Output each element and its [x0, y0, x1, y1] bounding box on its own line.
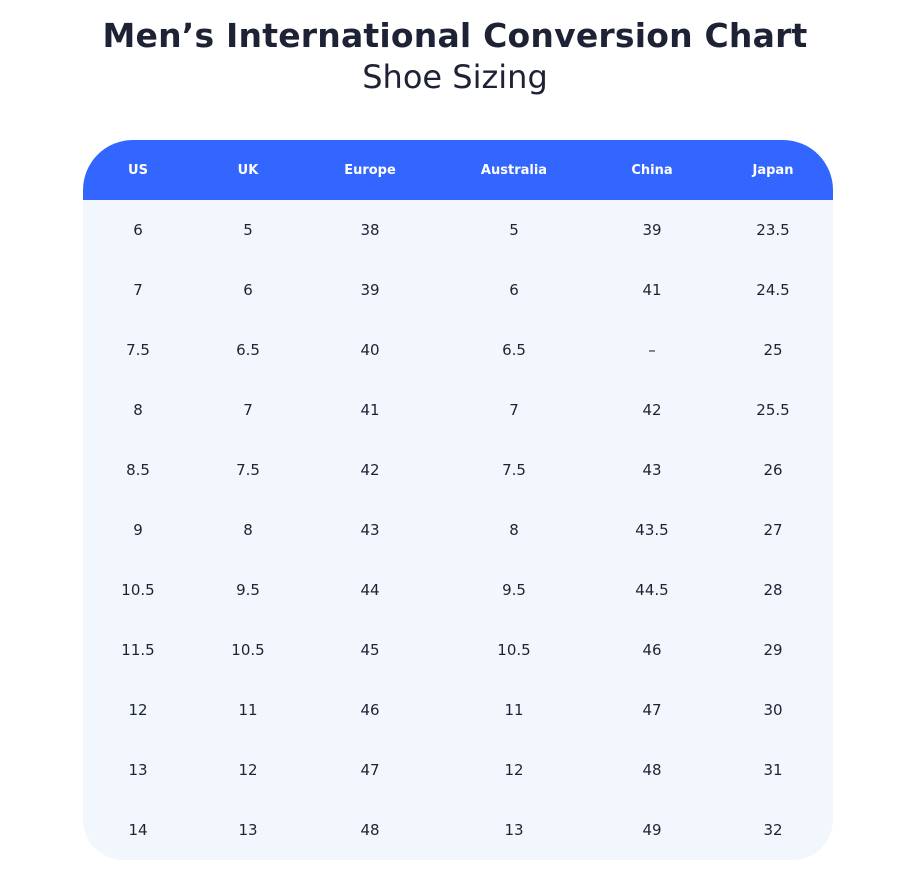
table-cell: 6 — [133, 221, 143, 239]
table-cell: 6.5 — [236, 341, 260, 359]
table-cell: 7.5 — [126, 341, 150, 359]
table-cell: 11 — [238, 701, 258, 719]
table-row: 6 5 38 5 39 23.5 — [83, 200, 833, 260]
table-cell: 47 — [360, 761, 380, 779]
table-header-row: US UK Europe Australia China Japan — [83, 140, 833, 200]
table-cell: 13 — [128, 761, 148, 779]
table-cell: 8 — [509, 521, 519, 539]
table-row: 12 11 46 11 47 30 — [83, 680, 833, 740]
table-cell: 30 — [763, 701, 783, 719]
table-cell: 13 — [504, 821, 524, 839]
table-cell: 8.5 — [126, 461, 150, 479]
column-header-europe: Europe — [344, 162, 396, 178]
table-cell: 11 — [504, 701, 524, 719]
table-cell: 47 — [642, 701, 662, 719]
page-subtitle: Shoe Sizing — [362, 58, 548, 96]
table-cell: 5 — [509, 221, 519, 239]
table-cell: 5 — [243, 221, 253, 239]
table-cell: 12 — [238, 761, 258, 779]
column-header-australia: Australia — [480, 162, 548, 178]
table-cell: 10.5 — [231, 641, 265, 659]
table-row: 7.5 6.5 40 6.5 – 25 — [83, 320, 833, 380]
table-cell: 44 — [360, 581, 380, 599]
table-cell: 10.5 — [497, 641, 531, 659]
table-cell: 12 — [128, 701, 148, 719]
column-header-us: US — [128, 162, 148, 178]
table-cell: 39 — [642, 221, 662, 239]
table-row: 10.5 9.5 44 9.5 44.5 28 — [83, 560, 833, 620]
table-cell: 48 — [642, 761, 662, 779]
table-cell: 9.5 — [502, 581, 526, 599]
table-cell: 14 — [128, 821, 148, 839]
table-cell: 42 — [360, 461, 380, 479]
table-cell: 10.5 — [121, 581, 155, 599]
table-cell: 7 — [243, 401, 253, 419]
table-cell: 8 — [133, 401, 143, 419]
table-cell: – — [648, 341, 656, 359]
table-cell: 7 — [133, 281, 143, 299]
table-cell: 49 — [642, 821, 662, 839]
table-cell: 7 — [509, 401, 519, 419]
page-title: Men’s International Conversion Chart — [102, 16, 808, 55]
size-conversion-table: US UK Europe Australia China Japan 6 5 38 5 39 23.… — [83, 140, 833, 860]
table-row: 8.5 7.5 42 7.5 43 26 — [83, 440, 833, 500]
table-cell: 11.5 — [121, 641, 155, 659]
table-cell: 43 — [360, 521, 380, 539]
table-row: 14 13 48 13 49 32 — [83, 800, 833, 860]
table-cell: 25.5 — [756, 401, 790, 419]
table-cell: 6 — [243, 281, 253, 299]
table-cell: 12 — [504, 761, 524, 779]
table-cell: 13 — [238, 821, 258, 839]
table-row: 13 12 47 12 48 31 — [83, 740, 833, 800]
table-cell: 42 — [642, 401, 662, 419]
table-cell: 29 — [763, 641, 783, 659]
table-cell: 44.5 — [635, 581, 669, 599]
table-cell: 41 — [360, 401, 380, 419]
table-cell: 27 — [763, 521, 783, 539]
table-cell: 7.5 — [502, 461, 526, 479]
table-cell: 26 — [763, 461, 783, 479]
table-cell: 43 — [642, 461, 662, 479]
table-cell: 46 — [360, 701, 380, 719]
table-cell: 8 — [243, 521, 253, 539]
table-cell: 40 — [360, 341, 380, 359]
table-cell: 46 — [642, 641, 662, 659]
table-cell: 38 — [360, 221, 380, 239]
column-header-china: China — [631, 162, 673, 178]
table-cell: 7.5 — [236, 461, 260, 479]
table-row: 7 6 39 6 41 24.5 — [83, 260, 833, 320]
table-cell: 31 — [763, 761, 783, 779]
table-cell: 6.5 — [502, 341, 526, 359]
table-cell: 23.5 — [756, 221, 790, 239]
table-cell: 9 — [133, 521, 143, 539]
table-row: 9 8 43 8 43.5 27 — [83, 500, 833, 560]
column-header-uk: UK — [237, 162, 259, 178]
table-cell: 24.5 — [756, 281, 790, 299]
table-cell: 48 — [360, 821, 380, 839]
table-cell: 28 — [763, 581, 783, 599]
table-row: 11.5 10.5 45 10.5 46 29 — [83, 620, 833, 680]
table-cell: 41 — [642, 281, 662, 299]
table-cell: 43.5 — [635, 521, 669, 539]
table-cell: 39 — [360, 281, 380, 299]
table-cell: 45 — [360, 641, 380, 659]
table-cell: 25 — [763, 341, 783, 359]
table-cell: 6 — [509, 281, 519, 299]
table-cell: 9.5 — [236, 581, 260, 599]
table-row: 8 7 41 7 42 25.5 — [83, 380, 833, 440]
column-header-japan: Japan — [752, 162, 794, 178]
table-cell: 32 — [763, 821, 783, 839]
